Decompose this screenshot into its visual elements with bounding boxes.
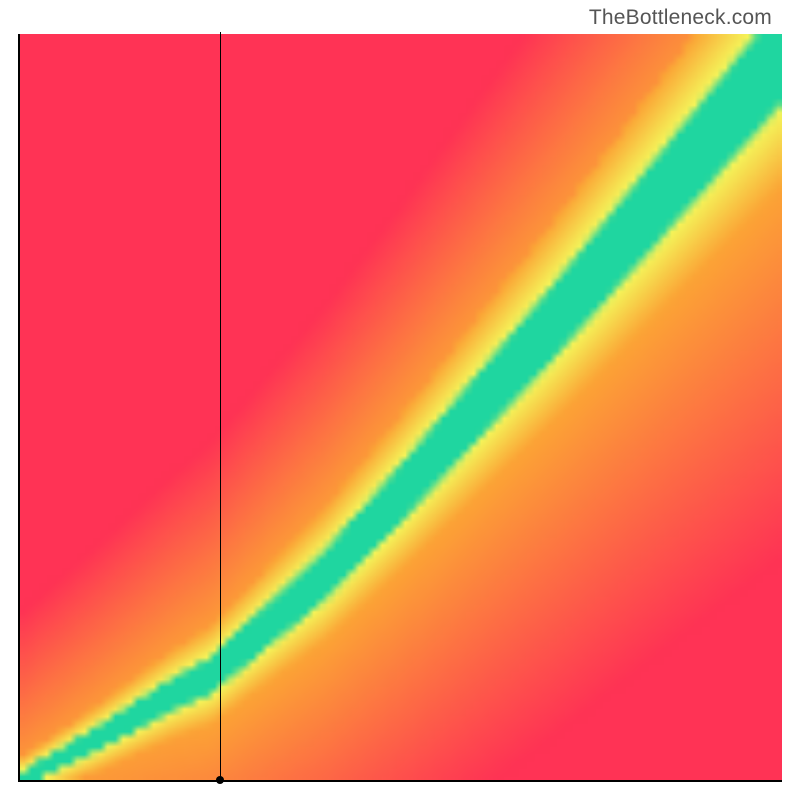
marker-dot	[216, 776, 224, 784]
bottleneck-heatmap	[20, 34, 782, 780]
plot-area	[18, 34, 782, 782]
marker-vertical-line	[220, 32, 221, 780]
watermark-text: TheBottleneck.com	[589, 6, 772, 30]
